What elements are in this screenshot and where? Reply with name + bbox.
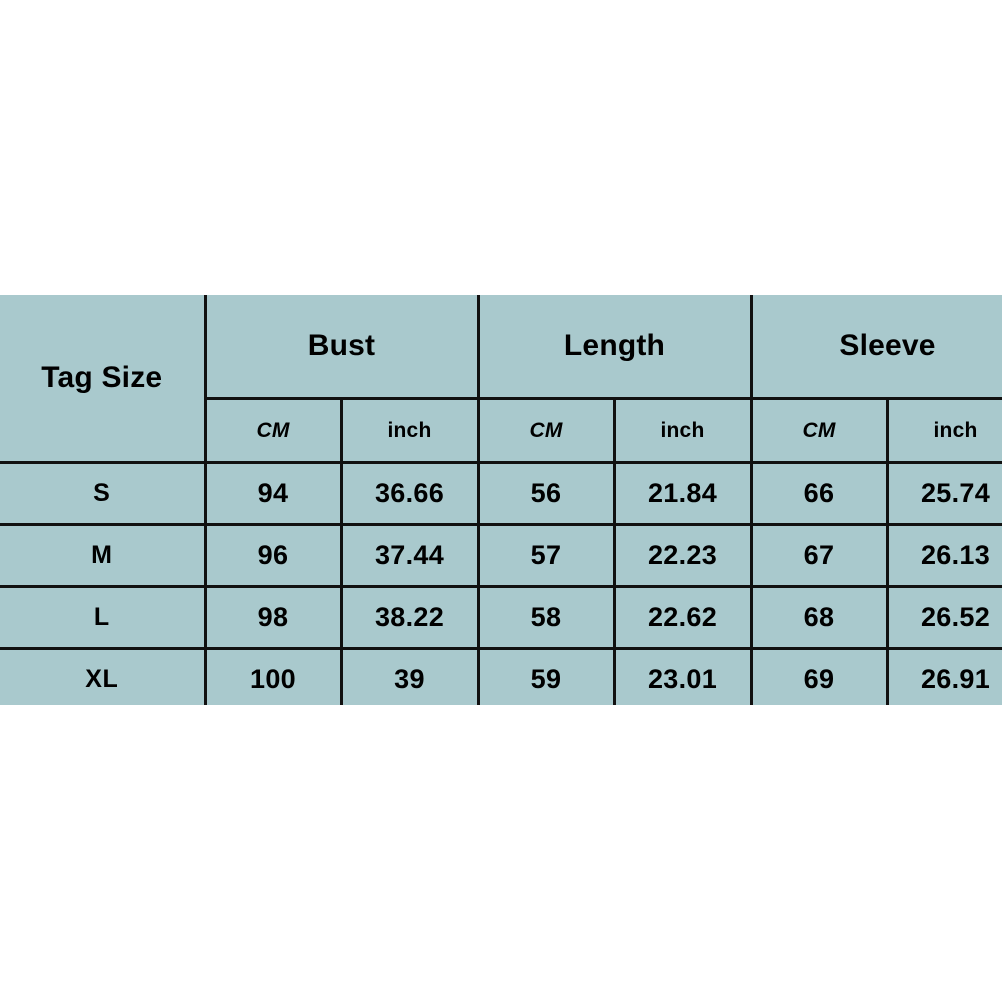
header-group-length: Length [476,295,753,400]
table-row: S 94 36.66 56 21.84 66 25.74 [0,462,1002,526]
header-group-bust: Bust [203,295,480,400]
size-chart-container: Tag Size Bust Length Sleeve CM inch CM i… [0,295,1002,705]
cell-size: L [0,585,207,650]
cell-size: XL [0,647,207,705]
size-chart-table: Tag Size Bust Length Sleeve CM inch CM i… [0,295,1002,705]
header-unit-bust-cm: CM [205,397,343,464]
cell-length-inch: 22.23 [612,523,753,588]
header-unit-sleeve-inch: inch [885,397,1002,464]
header-unit-length-inch: inch [612,397,753,464]
table-row: M 96 37.44 57 22.23 67 26.13 [0,523,1002,588]
cell-bust-cm: 98 [203,585,343,650]
cell-length-cm: 59 [476,647,616,705]
cell-bust-cm: 94 [203,462,343,526]
table-head: Tag Size Bust Length Sleeve CM inch CM i… [0,295,1002,464]
cell-bust-inch: 39 [339,647,480,705]
cell-sleeve-cm: 66 [749,462,889,526]
cell-length-cm: 56 [476,462,616,526]
cell-sleeve-inch: 26.91 [885,647,1002,705]
table-body: S 94 36.66 56 21.84 66 25.74 M 96 37.44 … [0,462,1002,705]
cell-size: M [0,523,207,588]
cell-length-inch: 22.62 [612,585,753,650]
header-unit-bust-inch: inch [339,397,480,464]
table-row: XL 100 39 59 23.01 69 26.91 [0,647,1002,705]
table-row: L 98 38.22 58 22.62 68 26.52 [0,585,1002,650]
header-row-units: CM inch CM inch CM inch [0,397,1002,464]
cell-sleeve-cm: 67 [749,523,889,588]
cell-length-cm: 58 [476,585,616,650]
cell-size: S [0,462,207,526]
cell-length-cm: 57 [476,523,616,588]
cell-sleeve-cm: 68 [749,585,889,650]
header-unit-length-cm: CM [476,397,616,464]
cell-sleeve-inch: 26.13 [885,523,1002,588]
cell-length-inch: 23.01 [612,647,753,705]
header-unit-sleeve-cm: CM [749,397,889,464]
header-group-sleeve: Sleeve [749,295,1002,400]
cell-sleeve-inch: 26.52 [885,585,1002,650]
header-row-groups: Tag Size Bust Length Sleeve [0,295,1002,464]
cell-bust-inch: 38.22 [339,585,480,650]
cell-length-inch: 21.84 [612,462,753,526]
cell-bust-inch: 37.44 [339,523,480,588]
cell-sleeve-cm: 69 [749,647,889,705]
cell-bust-cm: 100 [203,647,343,705]
cell-bust-inch: 36.66 [339,462,480,526]
cell-sleeve-inch: 25.74 [885,462,1002,526]
header-tag-size: Tag Size [0,295,207,464]
cell-bust-cm: 96 [203,523,343,588]
